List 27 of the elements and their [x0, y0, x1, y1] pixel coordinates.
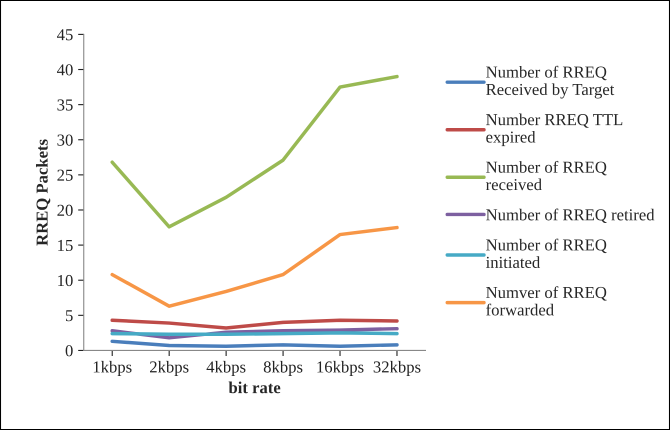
line-series	[110, 318, 399, 330]
y-tick-label: 20	[57, 204, 73, 216]
y-tick-label: 45	[56, 29, 73, 40]
y-tick-label: 10	[58, 274, 73, 286]
x-axis-title: bit rate	[228, 382, 280, 394]
x-tick-label: 8kbps	[264, 360, 302, 376]
y-tick-label: 15	[58, 240, 73, 252]
legend-label: Number of RREQ retired	[486, 208, 654, 223]
legend-label: Number of RREQ received	[486, 160, 607, 190]
legend-label: Number of RREQ initiated	[486, 238, 607, 268]
x-tick-label: 1kbps	[94, 360, 132, 376]
y-tick-label: 40	[56, 64, 73, 76]
y-tick-label: 0	[66, 345, 73, 356]
y-tick-label: 25	[57, 170, 73, 181]
x-tick-label: 32kbps	[374, 360, 420, 376]
x-tick-label: 4kbps	[206, 360, 246, 376]
y-tick-label: 5	[66, 310, 73, 322]
y-tick-label: 35	[57, 99, 73, 111]
line-series	[110, 74, 399, 229]
y-tick-label: 30	[57, 134, 73, 146]
x-tick-label: 2kbps	[150, 360, 188, 376]
x-tick-label: 16kbps	[317, 360, 364, 376]
legend-label: Number RREQ TTL expired	[486, 114, 622, 146]
legend-label: Number of RREQ Received by Target	[486, 66, 614, 99]
line-series	[110, 226, 399, 308]
legend-label: Numver of RREQ forwarded	[486, 286, 607, 316]
y-axis-title: RREQ Packets	[36, 139, 50, 246]
